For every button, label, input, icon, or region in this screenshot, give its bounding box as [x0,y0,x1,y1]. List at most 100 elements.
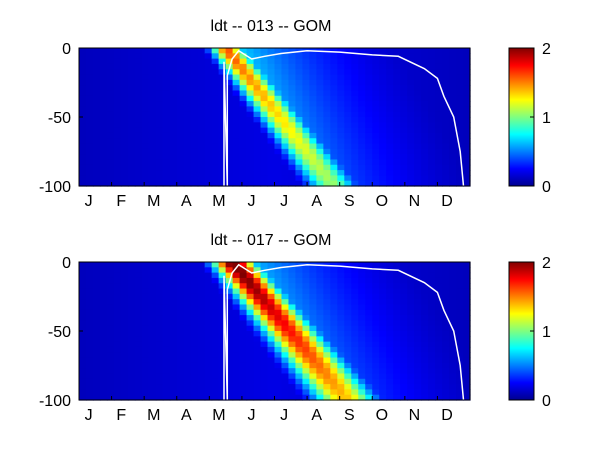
x-tick-label: A [311,193,322,210]
heatmap-cell [183,159,192,166]
heatmap-cell [204,341,213,348]
heatmap-cell [190,267,199,274]
heatmap-cell [225,325,234,332]
heatmap-cell [281,309,290,316]
heatmap-cell [288,299,297,306]
heatmap-cell [351,85,359,92]
heatmap-cell [421,175,429,182]
heatmap-cell [169,63,178,70]
heatmap-cell [274,357,283,364]
heatmap-cell [253,357,262,364]
heatmap-cell [393,394,401,401]
heatmap-cell [435,352,443,359]
heatmap-cell [218,101,227,107]
heatmap-cell [295,389,304,396]
heatmap-cell [169,122,178,129]
heatmap-cell [351,299,359,306]
heatmap-cell [302,267,311,274]
heatmap-cell [379,63,387,70]
heatmap-cell [302,293,311,300]
heatmap-cell [99,384,108,390]
heatmap-cell [134,111,143,118]
heatmap-cell [344,336,352,343]
heatmap-cell [337,180,345,187]
heatmap-cell [400,267,408,274]
heatmap-cell [176,373,185,380]
heatmap-cell [407,277,415,284]
heatmap-cell [295,283,304,290]
heatmap-cell [120,283,129,290]
heatmap-cell [393,309,401,316]
heatmap-cell [239,122,248,129]
y-tick-label: -100 [39,393,71,410]
heatmap-cell [456,170,464,176]
heatmap-cell [113,53,122,60]
heatmap-cell [309,346,317,353]
heatmap-cell [449,164,457,171]
heatmap-cell [463,74,471,81]
heatmap-cell [344,331,352,337]
heatmap-cell [400,138,408,145]
heatmap-cell [428,362,436,369]
heatmap-cell [92,325,101,332]
heatmap-cell [351,288,359,295]
heatmap-cell [218,378,227,385]
heatmap-cell [176,346,185,353]
heatmap-cell [260,336,269,343]
heatmap-cell [442,346,450,353]
heatmap-cell [358,352,366,359]
heatmap-cell [295,320,304,327]
heatmap-cell [393,117,401,123]
heatmap-cell [134,272,143,279]
heatmap-cell [239,336,248,343]
heatmap-cell [169,175,178,182]
heatmap-cell [162,101,171,107]
heatmap-cell [141,373,150,380]
heatmap-cell [267,101,276,107]
heatmap-cell [232,389,241,396]
heatmap-cell [400,90,408,97]
heatmap-cell [204,101,213,107]
heatmap-cell [358,117,366,123]
heatmap-cell [106,69,115,76]
heatmap-cell [190,331,199,337]
heatmap-cell [99,336,108,343]
heatmap-cell [106,79,115,86]
heatmap-cell [113,346,122,353]
heatmap-cell [309,111,317,118]
heatmap-cell [323,106,331,113]
heatmap-cell [246,148,255,155]
heatmap-cell [393,63,401,70]
heatmap-cell [274,170,283,176]
heatmap-cell [435,63,443,70]
heatmap-cell [407,293,415,300]
heatmap-cell [169,74,178,81]
heatmap-cell [85,346,94,353]
heatmap-cell [253,101,262,107]
heatmap-cell [295,357,304,364]
heatmap-cell [79,58,87,65]
heatmap-cell [218,175,227,182]
heatmap-cell [267,272,276,279]
heatmap-cell [106,331,115,337]
heatmap-cell [463,389,471,396]
heatmap-cell [400,384,408,390]
heatmap-cell [463,95,471,102]
heatmap-cell [113,170,122,176]
heatmap-cell [211,267,220,274]
heatmap-cell [190,143,199,150]
heatmap-cell [295,272,304,279]
heatmap-cell [316,79,324,86]
heatmap-cell [162,352,171,359]
heatmap-cell [428,164,436,171]
heatmap-cell [183,48,192,54]
heatmap-cell [155,309,164,316]
heatmap-cell [407,394,415,401]
heatmap-cell [414,341,422,348]
heatmap-cell [85,384,94,390]
heatmap-cell [79,63,87,70]
heatmap-cell [260,85,269,92]
heatmap-cell [120,143,129,150]
heatmap-cell [176,299,185,306]
heatmap-cell [134,148,143,155]
